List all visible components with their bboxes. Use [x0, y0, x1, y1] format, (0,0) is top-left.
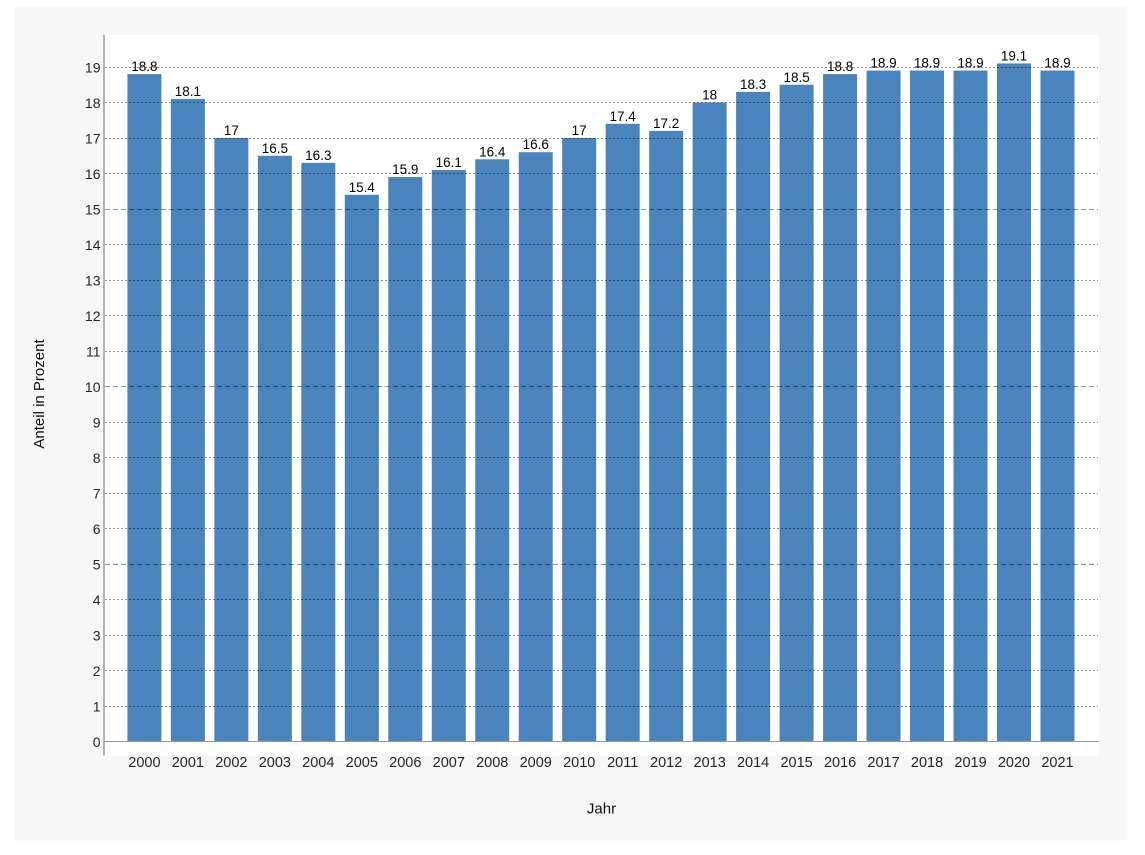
svg-text:17.2: 17.2	[653, 116, 679, 131]
svg-text:15: 15	[85, 202, 101, 218]
svg-text:17: 17	[572, 123, 587, 138]
svg-text:2009: 2009	[520, 755, 552, 771]
svg-text:2018: 2018	[911, 755, 943, 771]
svg-text:18.9: 18.9	[914, 56, 940, 71]
svg-text:7: 7	[93, 486, 101, 502]
svg-text:Jahr: Jahr	[587, 801, 616, 818]
svg-text:18: 18	[85, 95, 101, 111]
svg-text:15.9: 15.9	[392, 162, 418, 177]
svg-text:10: 10	[85, 379, 101, 395]
svg-text:18.9: 18.9	[957, 56, 983, 71]
svg-text:18.3: 18.3	[740, 77, 766, 92]
svg-text:18.9: 18.9	[1044, 56, 1070, 71]
svg-text:16.6: 16.6	[523, 137, 549, 152]
svg-text:18.1: 18.1	[175, 84, 201, 99]
svg-text:2002: 2002	[215, 755, 247, 771]
svg-text:12: 12	[85, 308, 101, 324]
svg-text:15.4: 15.4	[349, 180, 376, 195]
svg-text:11: 11	[86, 344, 101, 360]
svg-text:18: 18	[702, 88, 717, 103]
svg-text:6: 6	[93, 521, 101, 537]
svg-text:2: 2	[93, 663, 101, 679]
svg-text:2004: 2004	[302, 755, 334, 771]
svg-text:2017: 2017	[867, 755, 899, 771]
svg-text:2010: 2010	[563, 755, 595, 771]
svg-text:17: 17	[85, 131, 101, 147]
svg-text:8: 8	[93, 450, 101, 466]
svg-text:19.1: 19.1	[1001, 48, 1027, 63]
svg-text:2000: 2000	[128, 755, 160, 771]
svg-text:2001: 2001	[172, 755, 204, 771]
svg-text:17: 17	[224, 123, 239, 138]
svg-text:3: 3	[93, 628, 101, 644]
svg-text:9: 9	[93, 415, 101, 431]
svg-text:0: 0	[93, 734, 101, 750]
svg-text:2016: 2016	[824, 755, 856, 771]
svg-text:2007: 2007	[433, 755, 465, 771]
svg-text:Anteil in Prozent: Anteil in Prozent	[31, 339, 48, 449]
svg-text:16.1: 16.1	[436, 155, 462, 170]
svg-text:2006: 2006	[389, 755, 421, 771]
svg-text:4: 4	[93, 592, 101, 608]
svg-text:1: 1	[93, 699, 101, 715]
svg-text:2005: 2005	[346, 755, 378, 771]
svg-text:16: 16	[85, 166, 101, 182]
svg-text:2012: 2012	[650, 755, 682, 771]
svg-text:2019: 2019	[954, 755, 986, 771]
svg-text:18.9: 18.9	[870, 56, 896, 71]
svg-text:16.4: 16.4	[479, 144, 506, 159]
svg-text:17.4: 17.4	[610, 109, 637, 124]
svg-text:18.8: 18.8	[131, 59, 157, 74]
svg-text:16.5: 16.5	[262, 141, 288, 156]
svg-text:2011: 2011	[607, 755, 638, 771]
svg-text:19: 19	[85, 60, 101, 76]
svg-text:16.3: 16.3	[305, 148, 331, 163]
svg-text:2015: 2015	[780, 755, 812, 771]
svg-text:13: 13	[85, 273, 101, 289]
svg-text:2008: 2008	[476, 755, 508, 771]
svg-text:18.5: 18.5	[783, 70, 809, 85]
svg-text:2020: 2020	[998, 755, 1030, 771]
svg-text:14: 14	[85, 237, 101, 253]
svg-text:5: 5	[93, 557, 101, 573]
svg-text:2021: 2021	[1041, 755, 1073, 771]
svg-text:2013: 2013	[694, 755, 726, 771]
svg-text:2014: 2014	[737, 755, 769, 771]
svg-text:2003: 2003	[259, 755, 291, 771]
svg-text:18.8: 18.8	[827, 59, 853, 74]
